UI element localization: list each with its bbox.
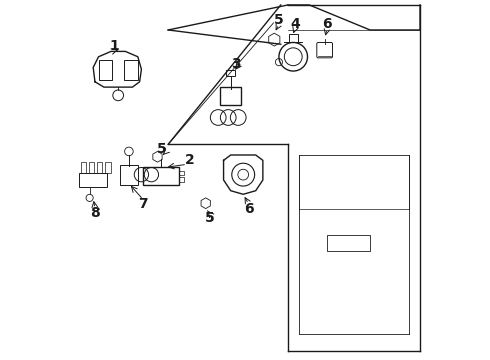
Bar — [289, 33, 297, 42]
Bar — [179, 171, 184, 175]
Text: 8: 8 — [90, 206, 100, 220]
Bar — [81, 162, 86, 173]
Text: 5: 5 — [157, 141, 167, 156]
Bar — [179, 177, 184, 182]
Text: 5: 5 — [204, 211, 214, 225]
Bar — [124, 60, 138, 80]
Text: 6: 6 — [322, 17, 332, 31]
Text: 7: 7 — [138, 197, 148, 211]
Bar — [98, 60, 112, 80]
Bar — [79, 173, 107, 187]
Text: 1: 1 — [110, 39, 120, 53]
Text: 5: 5 — [274, 13, 284, 27]
Bar — [89, 162, 94, 173]
Bar — [327, 235, 370, 251]
Bar — [226, 70, 235, 76]
Text: 6: 6 — [244, 202, 253, 216]
Bar — [143, 167, 179, 185]
Text: 4: 4 — [290, 17, 300, 31]
Bar — [105, 162, 111, 173]
Text: 3: 3 — [231, 57, 241, 71]
Text: 2: 2 — [185, 153, 195, 167]
Bar — [97, 162, 102, 173]
